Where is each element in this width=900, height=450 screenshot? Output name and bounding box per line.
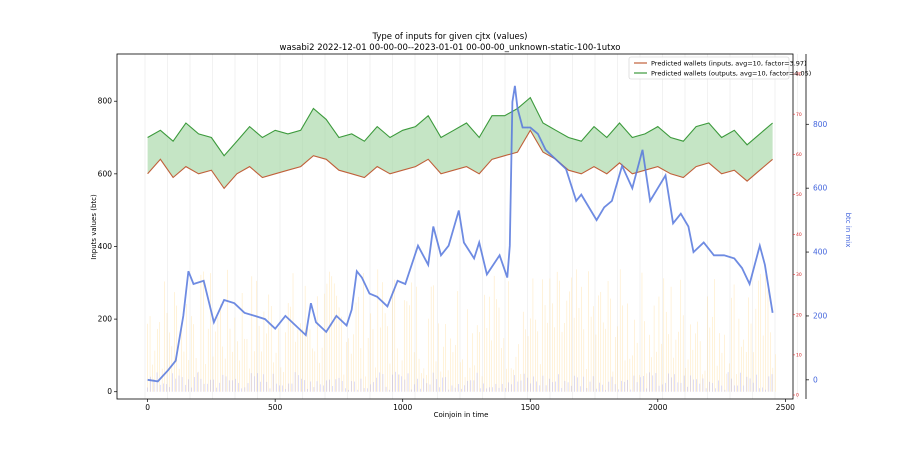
x-axis-ticks: 0 500 1000 1500 2000 2500 [145,399,795,412]
x-tick-label: 0 [145,403,150,412]
series-line-outputs [147,96,773,157]
y3-tick-label: 80 [796,72,802,78]
chart-title: Type of inputs for given cjtx (values) [372,32,528,42]
x-tick-label: 2500 [776,403,795,412]
y3-tick-label: 50 [796,192,802,198]
series-line-inputs [147,129,773,190]
series-line-btc-in-mix [147,85,774,383]
x-tick-label: 2000 [648,403,667,412]
y2-tick-label: 400 [813,248,828,257]
y3-axis-ticks: 0 10 20 30 40 50 60 70 80 [793,72,802,399]
lines-layer [147,85,774,383]
y3-tick-label: 10 [796,352,802,358]
y2-tick-label: 600 [813,184,828,193]
y3-tick-label: 70 [796,112,802,118]
chart-subtitle: wasabi2 2022-12-01 00-00-00--2023-01-01 … [280,43,621,53]
y2-tick-label: 800 [813,120,828,129]
y2-axis-ticks: 0 200 400 600 800 [806,120,828,384]
y-tick-label: 400 [98,242,113,251]
series-fill-between [147,97,773,189]
y3-tick-label: 0 [796,393,799,399]
y2-tick-label: 200 [813,311,828,320]
y-tick-label: 600 [98,169,113,178]
y-axis-ticks: 0 200 400 600 800 [98,97,117,396]
x-tick-label: 1000 [393,403,412,412]
gridlines [144,54,798,399]
fill-layer [147,97,773,189]
y2-tick-label: 0 [813,375,818,384]
legend: Predicted wallets (inputs, avg=10, facto… [628,56,811,80]
y-tick-label: 800 [98,97,113,106]
y-axis-label: Inputs values (btc) [90,194,98,260]
y-tick-label: 0 [107,387,112,396]
legend-box [628,56,790,80]
y-tick-label: 200 [98,315,113,324]
y3-tick-label: 30 [796,272,802,278]
bars-layer [147,269,776,392]
legend-label-outputs: Predicted wallets (outputs, avg=10, fact… [651,70,811,78]
legend-label-inputs: Predicted wallets (inputs, avg=10, facto… [651,60,807,68]
y3-tick-label: 20 [796,312,802,318]
y3-tick-label: 60 [796,152,802,158]
x-tick-label: 1500 [521,403,540,412]
plot-frame [116,53,794,400]
x-tick-label: 500 [268,403,283,412]
x-axis-label: Coinjoin in time [434,411,489,419]
y3-tick-label: 40 [796,232,802,238]
y2-axis-label: btc in mix [844,213,852,248]
